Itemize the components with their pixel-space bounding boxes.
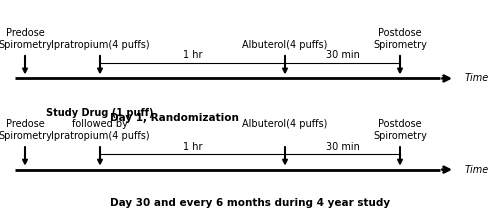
Text: 30 min: 30 min — [326, 50, 360, 60]
Text: 1 hr: 1 hr — [183, 50, 202, 60]
Text: Postdose
Spirometry: Postdose Spirometry — [373, 28, 427, 50]
Text: Spirometry: Spirometry — [373, 131, 427, 141]
Text: Spirometry: Spirometry — [0, 131, 52, 141]
Text: Postdose: Postdose — [378, 119, 422, 129]
Text: Day 1, Randomization: Day 1, Randomization — [110, 113, 239, 123]
Text: Ipratropium(4 puffs): Ipratropium(4 puffs) — [50, 40, 150, 50]
Text: Time: Time — [465, 165, 489, 175]
Text: followed by: followed by — [72, 119, 128, 129]
Text: 30 min: 30 min — [326, 142, 360, 152]
Text: Predose: Predose — [6, 119, 44, 129]
Text: Day 30 and every 6 months during 4 year study: Day 30 and every 6 months during 4 year … — [110, 198, 390, 208]
Text: Albuterol(4 puffs): Albuterol(4 puffs) — [242, 119, 328, 129]
Text: Ipratropium(4 puffs): Ipratropium(4 puffs) — [50, 131, 150, 141]
Text: Predose
Spirometry: Predose Spirometry — [0, 28, 52, 50]
Text: Study Drug (1 puff): Study Drug (1 puff) — [46, 108, 154, 118]
Text: Time: Time — [465, 73, 489, 84]
Text: Albuterol(4 puffs): Albuterol(4 puffs) — [242, 40, 328, 50]
Text: 1 hr: 1 hr — [183, 142, 202, 152]
